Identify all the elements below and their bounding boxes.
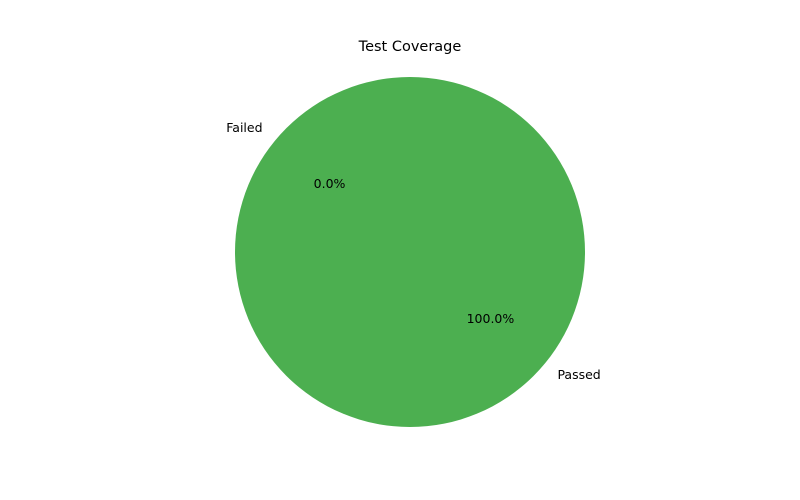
- pie-slice-passed: [235, 77, 585, 427]
- slice-label-passed: Passed: [557, 367, 600, 382]
- chart-title: Test Coverage: [358, 39, 462, 55]
- slice-pct-passed: 100.0%: [467, 311, 515, 326]
- pie-labels: Passed 100.0% Failed 0.0%: [226, 120, 601, 382]
- slice-label-failed: Failed: [226, 120, 262, 135]
- pie-slices: [235, 77, 585, 427]
- slice-pct-failed: 0.0%: [314, 176, 346, 191]
